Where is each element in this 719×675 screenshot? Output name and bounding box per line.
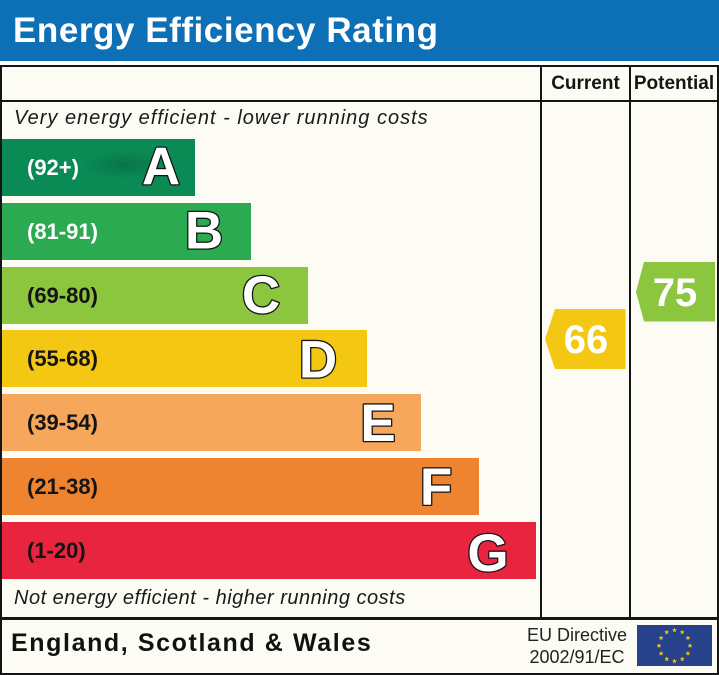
svg-text:B: B [185, 202, 223, 261]
svg-text:75: 75 [653, 271, 698, 315]
svg-text:F: F [420, 458, 452, 517]
svg-text:D: D [299, 331, 337, 390]
svg-text:66: 66 [564, 318, 609, 362]
svg-text:G: G [467, 524, 508, 583]
svg-text:A: A [142, 138, 180, 197]
svg-text:E: E [360, 394, 395, 453]
svg-text:C: C [242, 266, 280, 325]
